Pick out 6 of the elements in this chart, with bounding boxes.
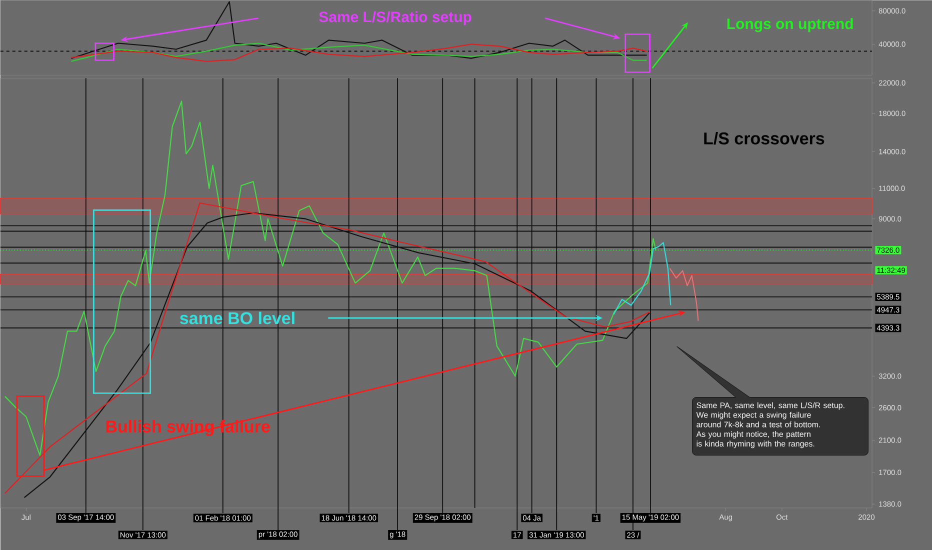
line-series (4, 100, 657, 456)
annotation: Longs on uptrend (727, 18, 853, 32)
annotation: Same L/S/Ratio setup (319, 11, 472, 26)
line-series (613, 242, 672, 316)
annotation: L/S crossovers (704, 132, 824, 145)
line-series (669, 268, 699, 322)
